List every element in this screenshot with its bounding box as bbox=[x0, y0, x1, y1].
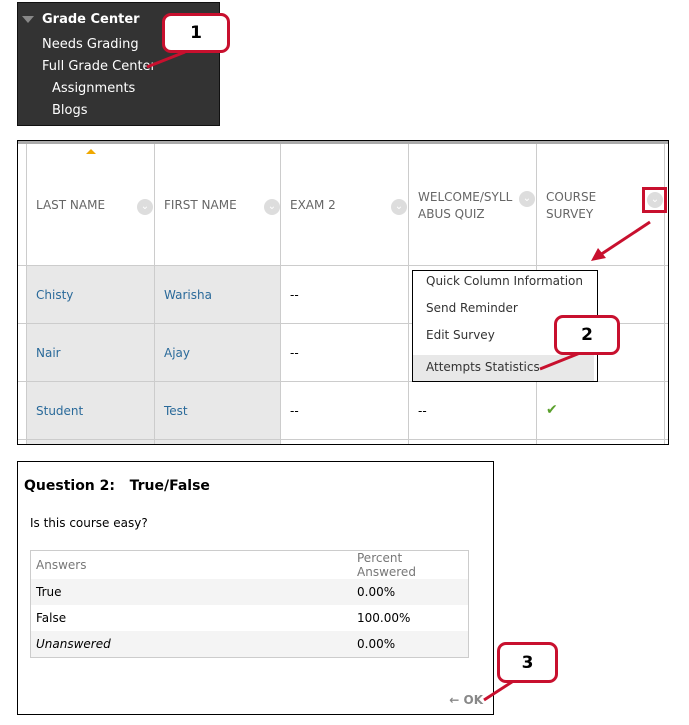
attempts-statistics-panel: Question 2: True/False Is this course ea… bbox=[17, 461, 494, 715]
chevron-down-icon[interactable]: ⌄ bbox=[647, 192, 663, 208]
nav-needs-grading[interactable]: Needs Grading bbox=[42, 37, 139, 52]
callout-2: 2 bbox=[554, 315, 620, 355]
percent: 100.00% bbox=[357, 611, 411, 625]
answer: True bbox=[36, 585, 62, 599]
answers-table: Answers Percent Answered True 0.00% False 1… bbox=[30, 550, 469, 658]
arrow-3 bbox=[483, 678, 516, 702]
chevron-down-icon[interactable]: ⌄ bbox=[519, 191, 535, 207]
callout-3: 3 bbox=[497, 642, 558, 683]
grade-center-grid: LAST NAME ⌄ FIRST NAME ⌄ EXAM 2 ⌄ WELCOM… bbox=[17, 140, 669, 445]
table-row: False 100.00% bbox=[31, 605, 468, 631]
header-course-survey[interactable]: COURSE SURVEY bbox=[546, 190, 597, 221]
header-welcome-quiz[interactable]: WELCOME/SYLL ABUS QUIZ bbox=[418, 190, 513, 221]
answer: False bbox=[36, 611, 67, 625]
chevron-down-icon[interactable]: ⌄ bbox=[391, 199, 407, 215]
cell-first-name[interactable]: Ajay bbox=[164, 346, 190, 360]
highlight-box bbox=[642, 187, 667, 213]
answer: Unanswered bbox=[36, 637, 111, 651]
table-row: True 0.00% bbox=[31, 579, 468, 605]
arrow-2 bbox=[539, 351, 581, 371]
cell-first-name[interactable]: Warisha bbox=[164, 288, 212, 302]
header-first-name[interactable]: FIRST NAME bbox=[164, 198, 237, 212]
sort-ascending-icon[interactable] bbox=[86, 149, 96, 154]
arrow-1 bbox=[146, 50, 186, 69]
chevron-down-icon[interactable]: ⌄ bbox=[264, 199, 280, 215]
question-title: Question 2: True/False bbox=[24, 478, 210, 494]
nav-full-grade-center[interactable]: Full Grade Center bbox=[42, 59, 156, 74]
collapse-triangle-icon[interactable] bbox=[22, 16, 34, 23]
table-row: Unanswered 0.00% bbox=[31, 631, 468, 657]
table-row: Student Test -- -- ✔ bbox=[18, 381, 668, 439]
question-text: Is this course easy? bbox=[30, 516, 148, 530]
arrow-to-menu bbox=[599, 220, 651, 257]
col-answers: Answers bbox=[36, 558, 87, 572]
table-row: Chisty Warisha -- bbox=[18, 265, 668, 323]
cell-last-name[interactable]: Nair bbox=[36, 346, 61, 360]
nav-assignments[interactable]: Assignments bbox=[52, 81, 136, 96]
menu-attempts-statistics[interactable]: Attempts Statistics bbox=[426, 360, 540, 374]
cell-last-name[interactable]: Chisty bbox=[36, 288, 74, 302]
table-row: Nair Ajay -- bbox=[18, 323, 668, 381]
name-columns-bg bbox=[26, 265, 280, 444]
nav-blogs[interactable]: Blogs bbox=[52, 103, 88, 118]
check-icon[interactable]: ✔ bbox=[546, 402, 558, 418]
callout-1: 1 bbox=[162, 13, 230, 53]
menu-quick-column-info[interactable]: Quick Column Information bbox=[426, 274, 583, 288]
cell-last-name[interactable]: Student bbox=[36, 404, 84, 418]
cell-exam-2[interactable]: -- bbox=[290, 404, 299, 418]
percent: 0.00% bbox=[357, 585, 396, 599]
header-last-name[interactable]: LAST NAME bbox=[36, 198, 106, 212]
header-exam-2[interactable]: EXAM 2 bbox=[290, 198, 336, 212]
menu-edit-survey[interactable]: Edit Survey bbox=[426, 328, 495, 342]
ok-button[interactable]: ← OK bbox=[449, 693, 483, 707]
percent: 0.00% bbox=[357, 637, 396, 651]
cell-welcome-quiz[interactable]: -- bbox=[418, 404, 427, 418]
cell-first-name[interactable]: Test bbox=[164, 404, 188, 418]
chevron-down-icon[interactable]: ⌄ bbox=[137, 199, 153, 215]
column-context-menu: Quick Column Information Send Reminder E… bbox=[412, 270, 598, 382]
cell-exam-2[interactable]: -- bbox=[290, 288, 299, 302]
cell-exam-2[interactable]: -- bbox=[290, 346, 299, 360]
nav-title[interactable]: Grade Center bbox=[42, 12, 140, 27]
menu-send-reminder[interactable]: Send Reminder bbox=[426, 301, 518, 315]
col-percent: Percent Answered bbox=[357, 551, 416, 579]
